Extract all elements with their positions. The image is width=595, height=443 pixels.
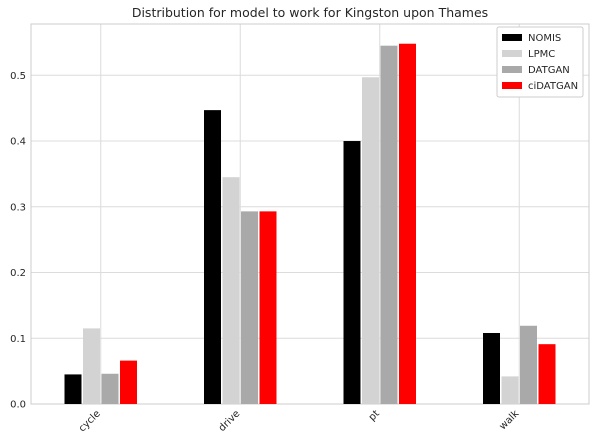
x-tick-label: pt	[367, 408, 382, 423]
bar-nomis-pt	[343, 141, 361, 404]
bar-nomis-walk	[483, 332, 500, 404]
plot-area	[30, 23, 590, 405]
chart-title: Distribution for model to work for Kings…	[132, 5, 488, 20]
legend-swatch-cidatgan	[502, 82, 522, 89]
legend-swatch-datgan	[502, 66, 522, 73]
bar-lpmc-drive	[222, 177, 240, 404]
bar-lpmc-cycle	[83, 328, 100, 404]
bar-nomis-cycle	[64, 374, 82, 404]
bar-lpmc-pt	[362, 77, 379, 404]
legend-label-datgan: DATGAN	[528, 65, 570, 76]
bar-datgan-walk	[520, 325, 537, 404]
bar-nomis-drive	[204, 110, 221, 404]
x-tick-label: cycle	[77, 408, 103, 434]
y-axis-ticks: 0.0 0.1 0.2 0.3 0.4 0.5	[10, 71, 26, 411]
bar-datgan-cycle	[101, 373, 119, 404]
legend-label-nomis: NOMIS	[528, 33, 561, 44]
y-tick-label: 0.4	[10, 137, 26, 148]
y-tick-label: 0.2	[10, 268, 26, 279]
y-tick-label: 0.1	[10, 334, 26, 345]
bar-cidatgan-cycle	[120, 360, 137, 404]
y-tick-label: 0.3	[10, 202, 26, 213]
x-tick-label: walk	[497, 408, 521, 432]
legend-box	[496, 26, 584, 98]
bar-cidatgan-pt	[399, 43, 416, 405]
bar-datgan-pt	[380, 45, 398, 405]
x-axis-ticks: cycle drive pt walk	[77, 408, 522, 434]
bar-lpmc-walk	[501, 376, 519, 404]
bars	[64, 43, 556, 405]
legend-label-lpmc: LPMC	[528, 49, 555, 60]
y-tick-label: 0.5	[10, 71, 26, 82]
legend: NOMIS LPMC DATGAN ciDATGAN	[496, 26, 584, 98]
bar-cidatgan-drive	[259, 211, 277, 404]
bar-datgan-drive	[241, 211, 258, 404]
legend-label-cidatgan: ciDATGAN	[528, 81, 578, 92]
legend-swatch-nomis	[502, 34, 522, 41]
y-tick-label: 0.0	[10, 400, 26, 411]
grid-lines	[31, 24, 589, 405]
bar-cidatgan-walk	[538, 344, 556, 404]
legend-swatch-lpmc	[502, 50, 522, 57]
x-tick-label: drive	[217, 408, 243, 434]
